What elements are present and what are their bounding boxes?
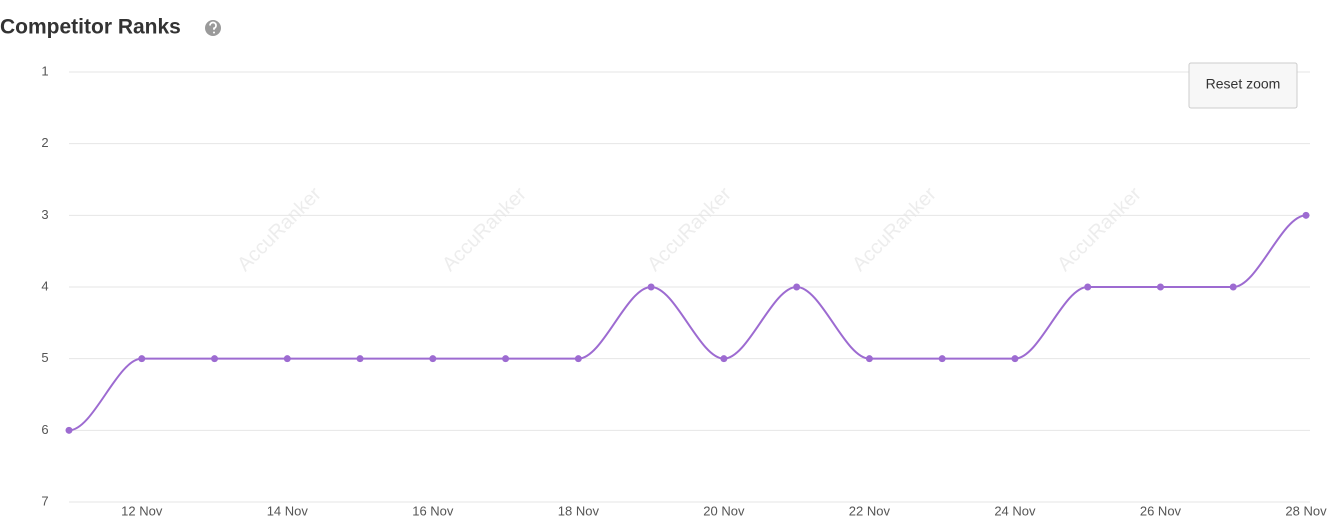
point-marker: [647, 283, 655, 291]
y-tick-label: 3: [41, 207, 48, 222]
x-tick-label: 16 Nov: [412, 503, 454, 518]
x-tick-label: 22 Nov: [849, 503, 891, 518]
point-marker: [211, 355, 219, 363]
watermarks: AccuRanker AccuRanker AccuRanker AccuRanker…: [233, 183, 1146, 276]
x-tick-label: 14 Nov: [267, 503, 309, 518]
point-marker: [1084, 283, 1092, 291]
y-tick-label: 6: [41, 422, 48, 437]
y-tick-label: 7: [41, 493, 48, 508]
help-icon-dot: [213, 31, 215, 34]
point-marker: [1302, 211, 1310, 219]
point-marker: [793, 283, 801, 291]
watermark: AccuRanker: [643, 183, 736, 276]
x-tick-label: 28 Nov: [1285, 503, 1327, 518]
plot-area: 1 2 3 4 5 6 7 12 Nov 14 Nov 16 Nov 18 Nov 20 Nov 22 …: [41, 63, 1327, 518]
x-tick-label: 20 Nov: [703, 503, 745, 518]
watermark: AccuRanker: [848, 183, 941, 276]
point-marker: [1229, 283, 1237, 291]
help-icon-glyph: [209, 21, 217, 30]
point-marker: [502, 355, 510, 363]
point-marker: [1011, 355, 1019, 363]
point-marker: [356, 355, 364, 363]
x-tick-label: 12 Nov: [121, 503, 163, 518]
point-marker: [65, 426, 73, 434]
x-tick-label: 26 Nov: [1140, 503, 1182, 518]
point-marker: [865, 355, 873, 363]
y-tick-label: 5: [41, 350, 48, 365]
reset-zoom-button[interactable]: Reset zoom: [1188, 62, 1298, 109]
point-marker: [574, 355, 582, 363]
point-marker: [429, 355, 437, 363]
chart-title: Competitor Ranks: [0, 16, 181, 39]
point-marker: [938, 355, 946, 363]
x-tick-label: 18 Nov: [558, 503, 600, 518]
watermark: AccuRanker: [438, 183, 531, 276]
help-icon-circle: [205, 20, 221, 36]
button-label[interactable]: Reset zoom: [1206, 76, 1281, 92]
point-marker: [283, 355, 291, 363]
button-frame[interactable]: [1188, 62, 1298, 109]
y-tick-label: 2: [41, 135, 48, 150]
point-marker: [720, 355, 728, 363]
watermark: AccuRanker: [233, 183, 326, 276]
x-tick-label: 24 Nov: [994, 503, 1036, 518]
point-marker: [138, 355, 146, 363]
y-tick-label: 4: [41, 278, 48, 293]
point-marker: [1156, 283, 1164, 291]
watermark: AccuRanker: [1053, 183, 1146, 276]
y-tick-label: 1: [41, 63, 48, 78]
help-icon[interactable]: [205, 20, 221, 36]
